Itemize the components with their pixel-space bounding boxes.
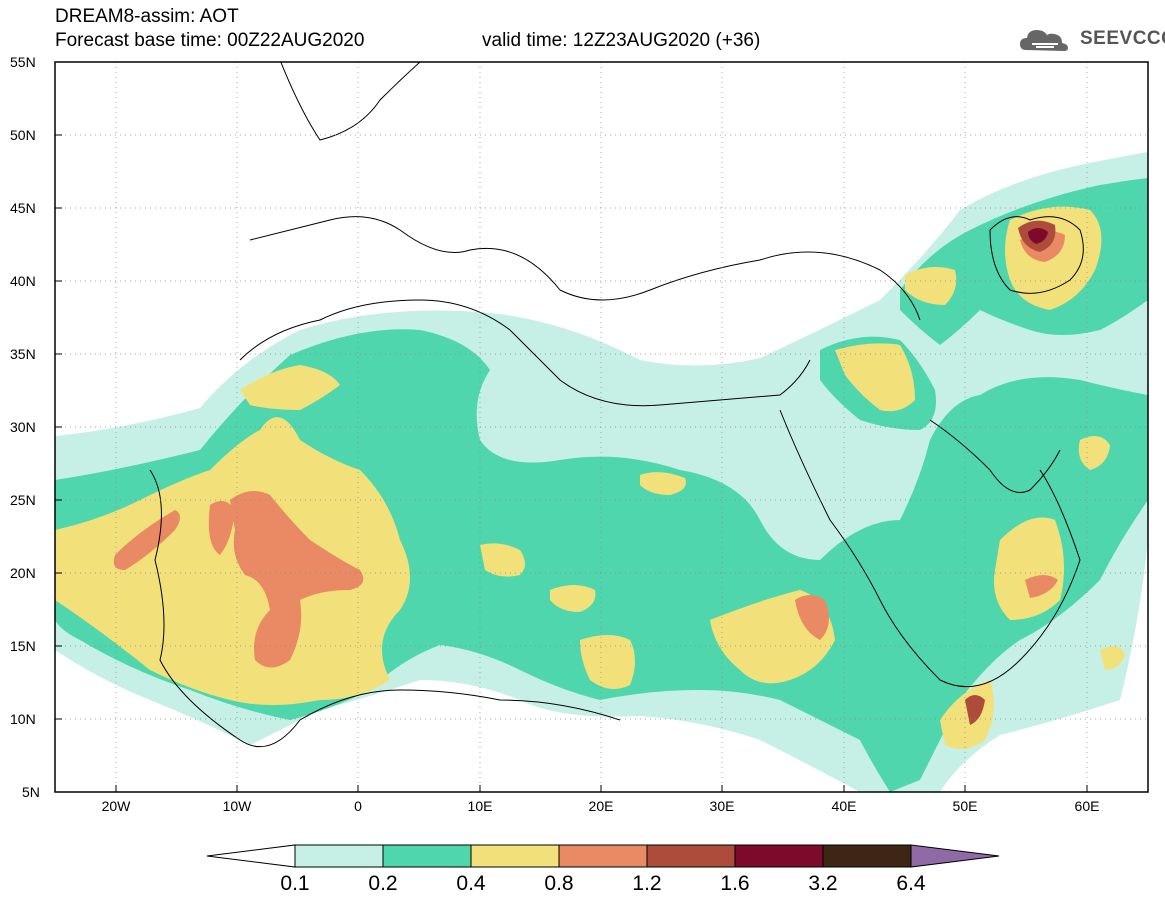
lat-label: 25N [10,492,36,508]
lat-label: 50N [10,127,36,143]
colorbar-segment [910,844,1000,868]
lon-label: 20W [101,798,131,814]
forecast-base-time: Forecast base time: 00Z22AUG2020 [55,30,365,51]
lon-label: 10W [222,798,252,814]
colorbar-segment [734,844,824,868]
lat-label: 15N [10,638,36,654]
colorbar-segment [822,844,912,868]
coastlines [149,62,1084,748]
colorbar-label: 0.1 [280,872,310,895]
colorbar-label: 1.6 [720,872,750,895]
lat-label: 10N [10,711,36,727]
colorbar-segment [646,844,736,868]
colorbar-segment [470,844,560,868]
map-title: DREAM8-assim: AOT [55,6,239,27]
lon-label: 30E [709,798,735,814]
grid [55,62,1148,792]
lon-label: 60E [1074,798,1100,814]
cloud-icon [1020,30,1068,51]
logo-text: SEEVCCC [1080,28,1165,49]
colorbar-label: 0.2 [368,872,398,895]
colorbar-label: 1.2 [632,872,662,895]
lon-label: 20E [588,798,614,814]
colorbar-label: 0.4 [456,872,486,895]
colorbar-label: 6.4 [896,872,926,895]
lat-label: 35N [10,346,36,362]
colorbar-label: 0.8 [544,872,574,895]
colorbar-segment [382,844,472,868]
aot-level-6 [1028,228,1048,244]
valid-time: valid time: 12Z23AUG2020 (+36) [482,30,761,51]
lon-label: 40E [831,798,857,814]
lat-label: 20N [10,565,36,581]
lat-label: 30N [10,419,36,435]
colorbar-label: 3.2 [808,872,838,895]
colorbar-segment [206,844,296,868]
colorbar-segment [294,844,384,868]
colorbar-segment [558,844,648,868]
lat-label: 5N [22,784,40,800]
lat-label: 55N [10,54,36,70]
lon-label: 50E [952,798,978,814]
lat-label: 40N [10,273,36,289]
lon-label: 10E [467,798,493,814]
lat-label: 45N [10,200,36,216]
lon-label: 0 [354,798,362,814]
